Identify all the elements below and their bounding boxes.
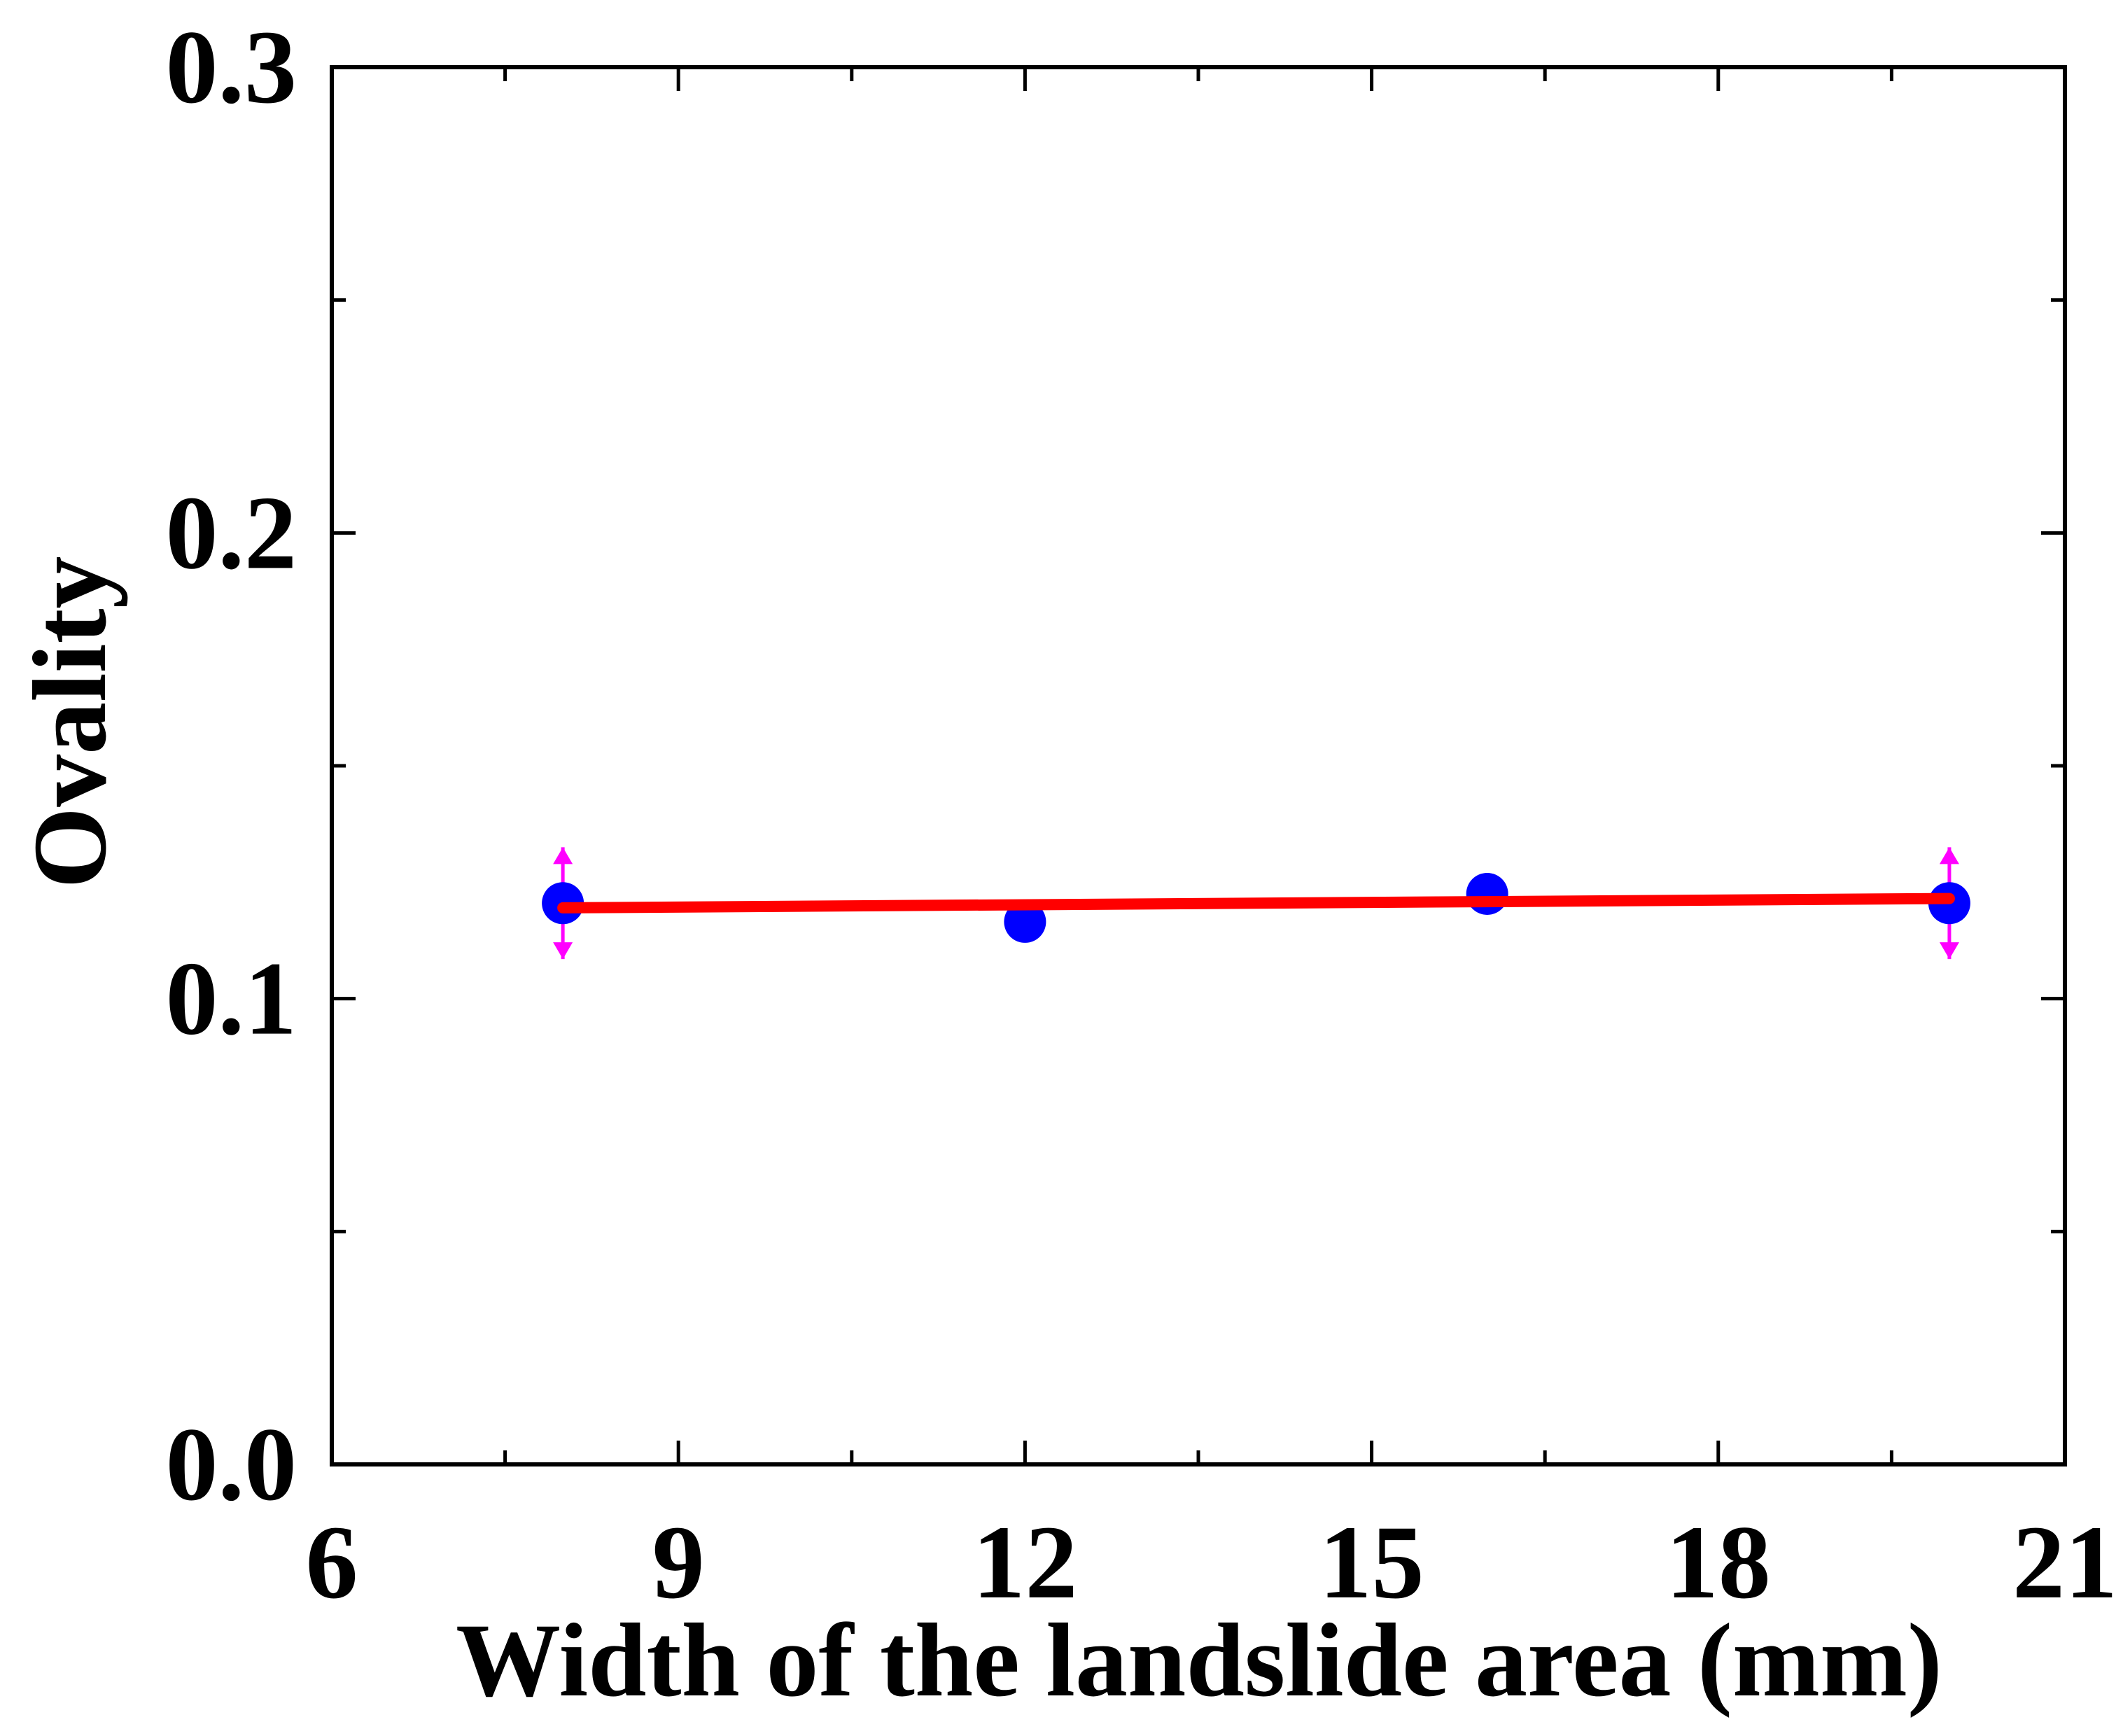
axis-ticks-layer: [330, 65, 2067, 1466]
error-bar-cap-down: [553, 942, 573, 960]
x-tick-label: 21: [2012, 1504, 2117, 1620]
plot-frame: [330, 65, 2067, 1466]
y-tick-label: 0.2: [166, 475, 297, 591]
plot-frame-layer: [330, 65, 2067, 1466]
y-axis-title: Ovality: [12, 556, 128, 889]
fit-line: [557, 892, 1955, 913]
data-point: [1466, 872, 1508, 915]
x-tick-label: 18: [1666, 1504, 1771, 1620]
y-tick-label: 0.3: [166, 9, 297, 125]
x-tick-label: 12: [972, 1504, 1077, 1620]
y-tick-label: 0.1: [166, 941, 297, 1057]
x-tick-label: 15: [1319, 1504, 1424, 1620]
x-tick-label: 6: [306, 1504, 358, 1620]
tick-labels-layer: 6 9 12 15 18 21 0.0 0.1 0.2 0.3: [166, 9, 2118, 1620]
x-axis-title: Width of the landslide area (mm): [456, 1602, 1942, 1718]
data-point: [1004, 900, 1046, 943]
x-tick-label: 9: [652, 1504, 705, 1620]
error-bar-cap-down: [1939, 942, 1959, 960]
error-bar-cap-up: [1939, 847, 1959, 864]
data-layer: [542, 847, 1970, 960]
error-bar-cap-up: [553, 847, 573, 864]
y-tick-label: 0.0: [166, 1406, 297, 1522]
